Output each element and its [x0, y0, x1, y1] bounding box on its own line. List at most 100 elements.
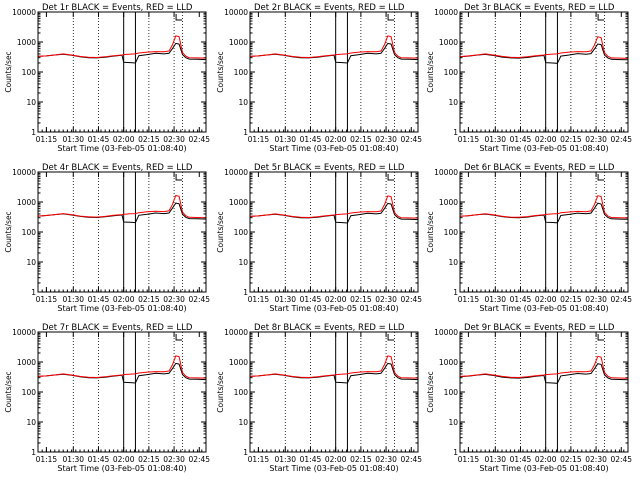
x-axis-label: Start Time (03-Feb-05 01:08:40)	[269, 144, 398, 153]
y-axis-label: Counts/sec	[216, 51, 225, 92]
x-tick-label: 02:00	[325, 295, 347, 304]
series-line-events	[459, 43, 629, 64]
x-tick-label: 01:30	[62, 455, 84, 464]
panel-det-8: Det 8r BLACK = Events, RED = LLD 1 10 100 10…	[216, 323, 422, 473]
x-tick-label: 02:45	[400, 295, 422, 304]
y-tick-label: 10	[26, 418, 36, 427]
y-tick-label: 1	[243, 288, 248, 297]
series-line-lld	[459, 195, 629, 219]
state-bracket-marker	[597, 334, 605, 341]
x-tick-label: 02:30	[585, 135, 607, 144]
series-line-lld	[459, 36, 629, 59]
x-tick-label: 02:00	[325, 455, 347, 464]
y-tick-label: 100	[444, 388, 459, 397]
panel-det-1: Det 1r BLACK = Events, RED = LLD 1 10 100 10…	[4, 3, 210, 153]
x-tick-label: 01:30	[484, 455, 506, 464]
x-tick-label: 02:00	[325, 135, 347, 144]
x-axis-label: Start Time (03-Feb-05 01:08:40)	[269, 304, 398, 313]
x-tick-label: 02:00	[113, 295, 135, 304]
x-tick-label: 02:30	[375, 455, 397, 464]
x-tick-label: 02:15	[560, 295, 582, 304]
y-tick-label: 10000	[12, 328, 36, 337]
x-tick-label: 01:45	[88, 295, 110, 304]
panel-det-3: Det 3r BLACK = Events, RED = LLD 1 10 100 10…	[426, 3, 632, 153]
panel-title: Det 5r BLACK = Events, RED = LLD	[254, 163, 405, 173]
x-tick-label: 02:00	[113, 455, 135, 464]
x-tick-label: 02:45	[400, 455, 422, 464]
x-tick-label: 02:45	[188, 135, 210, 144]
x-tick-label: 02:30	[163, 455, 185, 464]
x-tick-label: 01:30	[484, 295, 506, 304]
x-tick-label: 01:45	[300, 135, 322, 144]
y-tick-label: 1	[243, 448, 248, 457]
state-bracket-marker	[175, 14, 183, 21]
x-tick-label: 01:45	[88, 135, 110, 144]
y-tick-label: 10000	[224, 328, 248, 337]
panel-det-6: Det 6r BLACK = Events, RED = LLD 1 10 100 10…	[426, 163, 632, 313]
panel-title: Det 1r BLACK = Events, RED = LLD	[42, 3, 193, 13]
plot-frame	[249, 11, 419, 133]
plot-frame	[37, 171, 207, 293]
x-tick-label: 01:30	[62, 135, 84, 144]
y-tick-label: 10000	[224, 168, 248, 177]
x-axis-label: Start Time (03-Feb-05 01:08:40)	[57, 304, 186, 313]
y-tick-label: 100	[22, 388, 37, 397]
panel-det-9: Det 9r BLACK = Events, RED = LLD 1 10 100 10…	[426, 323, 632, 473]
x-tick-label: 01:30	[62, 295, 84, 304]
plot-frame	[37, 331, 207, 453]
x-tick-label: 01:15	[458, 135, 480, 144]
x-tick-label: 02:00	[535, 295, 557, 304]
y-tick-label: 1000	[229, 198, 248, 207]
plot-frame	[459, 331, 629, 453]
y-tick-label: 10	[238, 258, 248, 267]
y-axis-label: Counts/sec	[4, 211, 13, 252]
panel-title: Det 6r BLACK = Events, RED = LLD	[464, 163, 615, 173]
y-axis-label: Counts/sec	[426, 211, 435, 252]
x-tick-label: 01:30	[274, 295, 296, 304]
series-line-lld	[37, 355, 207, 379]
x-tick-label: 02:45	[188, 455, 210, 464]
y-tick-label: 1000	[439, 198, 458, 207]
panel-det-7: Det 7r BLACK = Events, RED = LLD 1 10 100 10…	[4, 323, 210, 473]
y-tick-label: 10	[26, 98, 36, 107]
y-tick-label: 1	[31, 448, 36, 457]
y-axis-label: Counts/sec	[426, 371, 435, 412]
x-axis-label: Start Time (03-Feb-05 01:08:40)	[269, 464, 398, 473]
y-tick-label: 10	[448, 418, 458, 427]
plot-frame	[37, 11, 207, 133]
y-tick-label: 10	[26, 258, 36, 267]
y-tick-label: 1000	[229, 358, 248, 367]
y-tick-label: 100	[234, 228, 249, 237]
state-bracket-marker	[597, 174, 605, 181]
y-tick-label: 1	[453, 288, 458, 297]
x-tick-label: 02:15	[350, 295, 372, 304]
x-tick-label: 01:45	[510, 455, 532, 464]
plot-frame	[459, 11, 629, 133]
series-line-lld	[249, 195, 419, 219]
y-tick-label: 1000	[439, 38, 458, 47]
y-tick-label: 10000	[12, 168, 36, 177]
y-axis-label: Counts/sec	[4, 371, 13, 412]
state-bracket-marker	[175, 334, 183, 341]
y-tick-label: 1000	[439, 358, 458, 367]
y-tick-label: 1	[453, 128, 458, 137]
plot-frame	[249, 171, 419, 293]
y-tick-label: 1	[453, 448, 458, 457]
x-tick-label: 02:15	[138, 135, 160, 144]
series-line-lld	[37, 35, 207, 59]
y-tick-label: 1000	[17, 198, 36, 207]
x-tick-label: 02:00	[113, 135, 135, 144]
x-tick-label: 01:45	[88, 455, 110, 464]
x-tick-label: 02:30	[163, 295, 185, 304]
x-tick-label: 01:15	[458, 455, 480, 464]
state-bracket-marker	[387, 14, 395, 21]
y-tick-label: 10	[448, 98, 458, 107]
x-tick-label: 02:15	[350, 135, 372, 144]
y-tick-label: 100	[444, 228, 459, 237]
y-tick-label: 10000	[434, 168, 458, 177]
x-axis-label: Start Time (03-Feb-05 01:08:40)	[57, 144, 186, 153]
x-tick-label: 01:45	[300, 455, 322, 464]
y-axis-label: Counts/sec	[4, 51, 13, 92]
y-tick-label: 100	[234, 388, 249, 397]
y-axis-label: Counts/sec	[216, 371, 225, 412]
